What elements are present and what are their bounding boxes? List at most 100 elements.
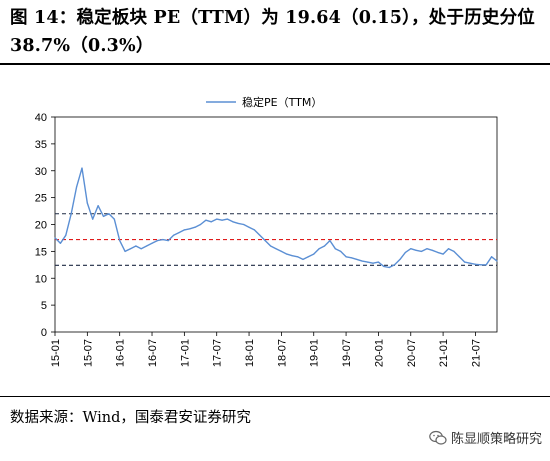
data-point: [420, 250, 423, 252]
data-point: [323, 245, 326, 247]
data-point: [162, 238, 164, 241]
data-point: [372, 262, 374, 264]
data-point: [151, 242, 153, 244]
data-point: [178, 231, 180, 234]
data-point: [296, 256, 299, 258]
data-point: [410, 248, 412, 250]
data-point: [275, 248, 277, 250]
data-point: [367, 261, 369, 263]
figure-title: 图 14：稳定板块 PE（TTM）为 19.64（0.15），处于历史分位 38…: [10, 8, 535, 56]
data-point: [334, 248, 336, 250]
data-point: [108, 213, 110, 215]
data-point: [447, 248, 450, 250]
x-tick-label: 16-01: [115, 339, 127, 367]
data-point: [431, 249, 433, 251]
source-rule: [0, 396, 550, 397]
data-point: [350, 257, 353, 259]
data-point: [119, 240, 121, 242]
data-point: [388, 266, 390, 269]
x-tick-label: 17-01: [179, 339, 191, 367]
data-point: [485, 264, 487, 266]
data-point: [124, 250, 126, 252]
data-point: [286, 253, 288, 255]
legend-label: 稳定PE（TTM）: [242, 95, 322, 109]
data-point: [194, 226, 196, 228]
y-tick-label: 15: [35, 246, 47, 258]
data-point: [329, 240, 331, 242]
data-point: [404, 251, 406, 254]
data-point: [399, 258, 401, 261]
data-point: [307, 256, 309, 258]
x-tick-label: 16-07: [147, 339, 159, 367]
data-point: [426, 248, 428, 250]
data-point: [270, 245, 272, 247]
data-point: [146, 245, 148, 247]
x-tick-label: 20-07: [406, 339, 418, 367]
data-point: [92, 218, 94, 220]
data-point: [172, 234, 175, 236]
data-point: [302, 258, 304, 261]
data-point: [393, 264, 396, 266]
data-point: [313, 253, 315, 255]
data-point: [216, 218, 218, 220]
data-point: [469, 262, 471, 264]
data-point: [221, 219, 223, 221]
data-point: [65, 234, 67, 236]
x-tick-label: 21-01: [438, 339, 450, 367]
data-point: [356, 258, 358, 261]
data-point: [81, 167, 83, 169]
title-rule: [0, 63, 550, 65]
x-tick-label: 21-07: [470, 339, 482, 367]
data-point: [156, 240, 159, 242]
data-point: [264, 240, 266, 242]
data-point: [291, 255, 293, 257]
pe-line-chart: 0 5 10 15 20 25 30 35 40 15-01 15-07 16-01 16-07 17-0…: [35, 95, 498, 367]
data-point: [226, 218, 229, 220]
data-point: [480, 264, 482, 266]
data-point: [54, 237, 56, 239]
y-tick-label: 40: [35, 112, 47, 124]
data-point: [464, 261, 466, 263]
data-point: [129, 248, 132, 250]
data-point: [361, 260, 363, 262]
x-tick-label: 18-07: [276, 339, 288, 367]
data-point: [340, 250, 342, 252]
y-tick-label: 10: [35, 273, 47, 285]
data-point: [237, 222, 239, 225]
data-point: [442, 253, 444, 255]
x-tick-label: 15-07: [82, 339, 94, 367]
x-tick-label: 19-07: [341, 339, 353, 367]
data-point: [458, 256, 460, 258]
x-tick-label: 20-01: [373, 339, 385, 367]
data-point: [232, 221, 234, 223]
data-point: [253, 229, 256, 231]
y-tick-label: 20: [35, 220, 47, 232]
wechat-icon: [429, 430, 447, 445]
y-tick-label: 35: [35, 139, 47, 151]
y-tick-label: 0: [41, 327, 47, 339]
y-tick-label: 30: [35, 166, 47, 178]
data-point: [474, 263, 477, 265]
data-point: [491, 256, 493, 258]
data-point: [243, 223, 245, 226]
data-point: [140, 248, 142, 250]
data-point: [59, 242, 61, 244]
data-point: [102, 215, 105, 218]
data-point: [75, 186, 78, 188]
data-point: [199, 223, 202, 226]
series-line: [54, 167, 498, 269]
data-point: [97, 205, 99, 207]
data-point: [205, 219, 207, 221]
data-point: [113, 218, 115, 220]
data-point: [496, 260, 498, 262]
watermark: 陈显顺策略研究: [429, 428, 542, 447]
data-point: [210, 221, 212, 223]
data-point: [437, 251, 439, 254]
plot-frame: [54, 116, 498, 333]
data-point: [383, 265, 385, 268]
x-tick-label: 19-01: [309, 339, 321, 367]
y-tick-label: 25: [35, 193, 47, 205]
data-point: [167, 240, 169, 242]
data-point: [259, 234, 261, 236]
data-point: [377, 261, 380, 263]
